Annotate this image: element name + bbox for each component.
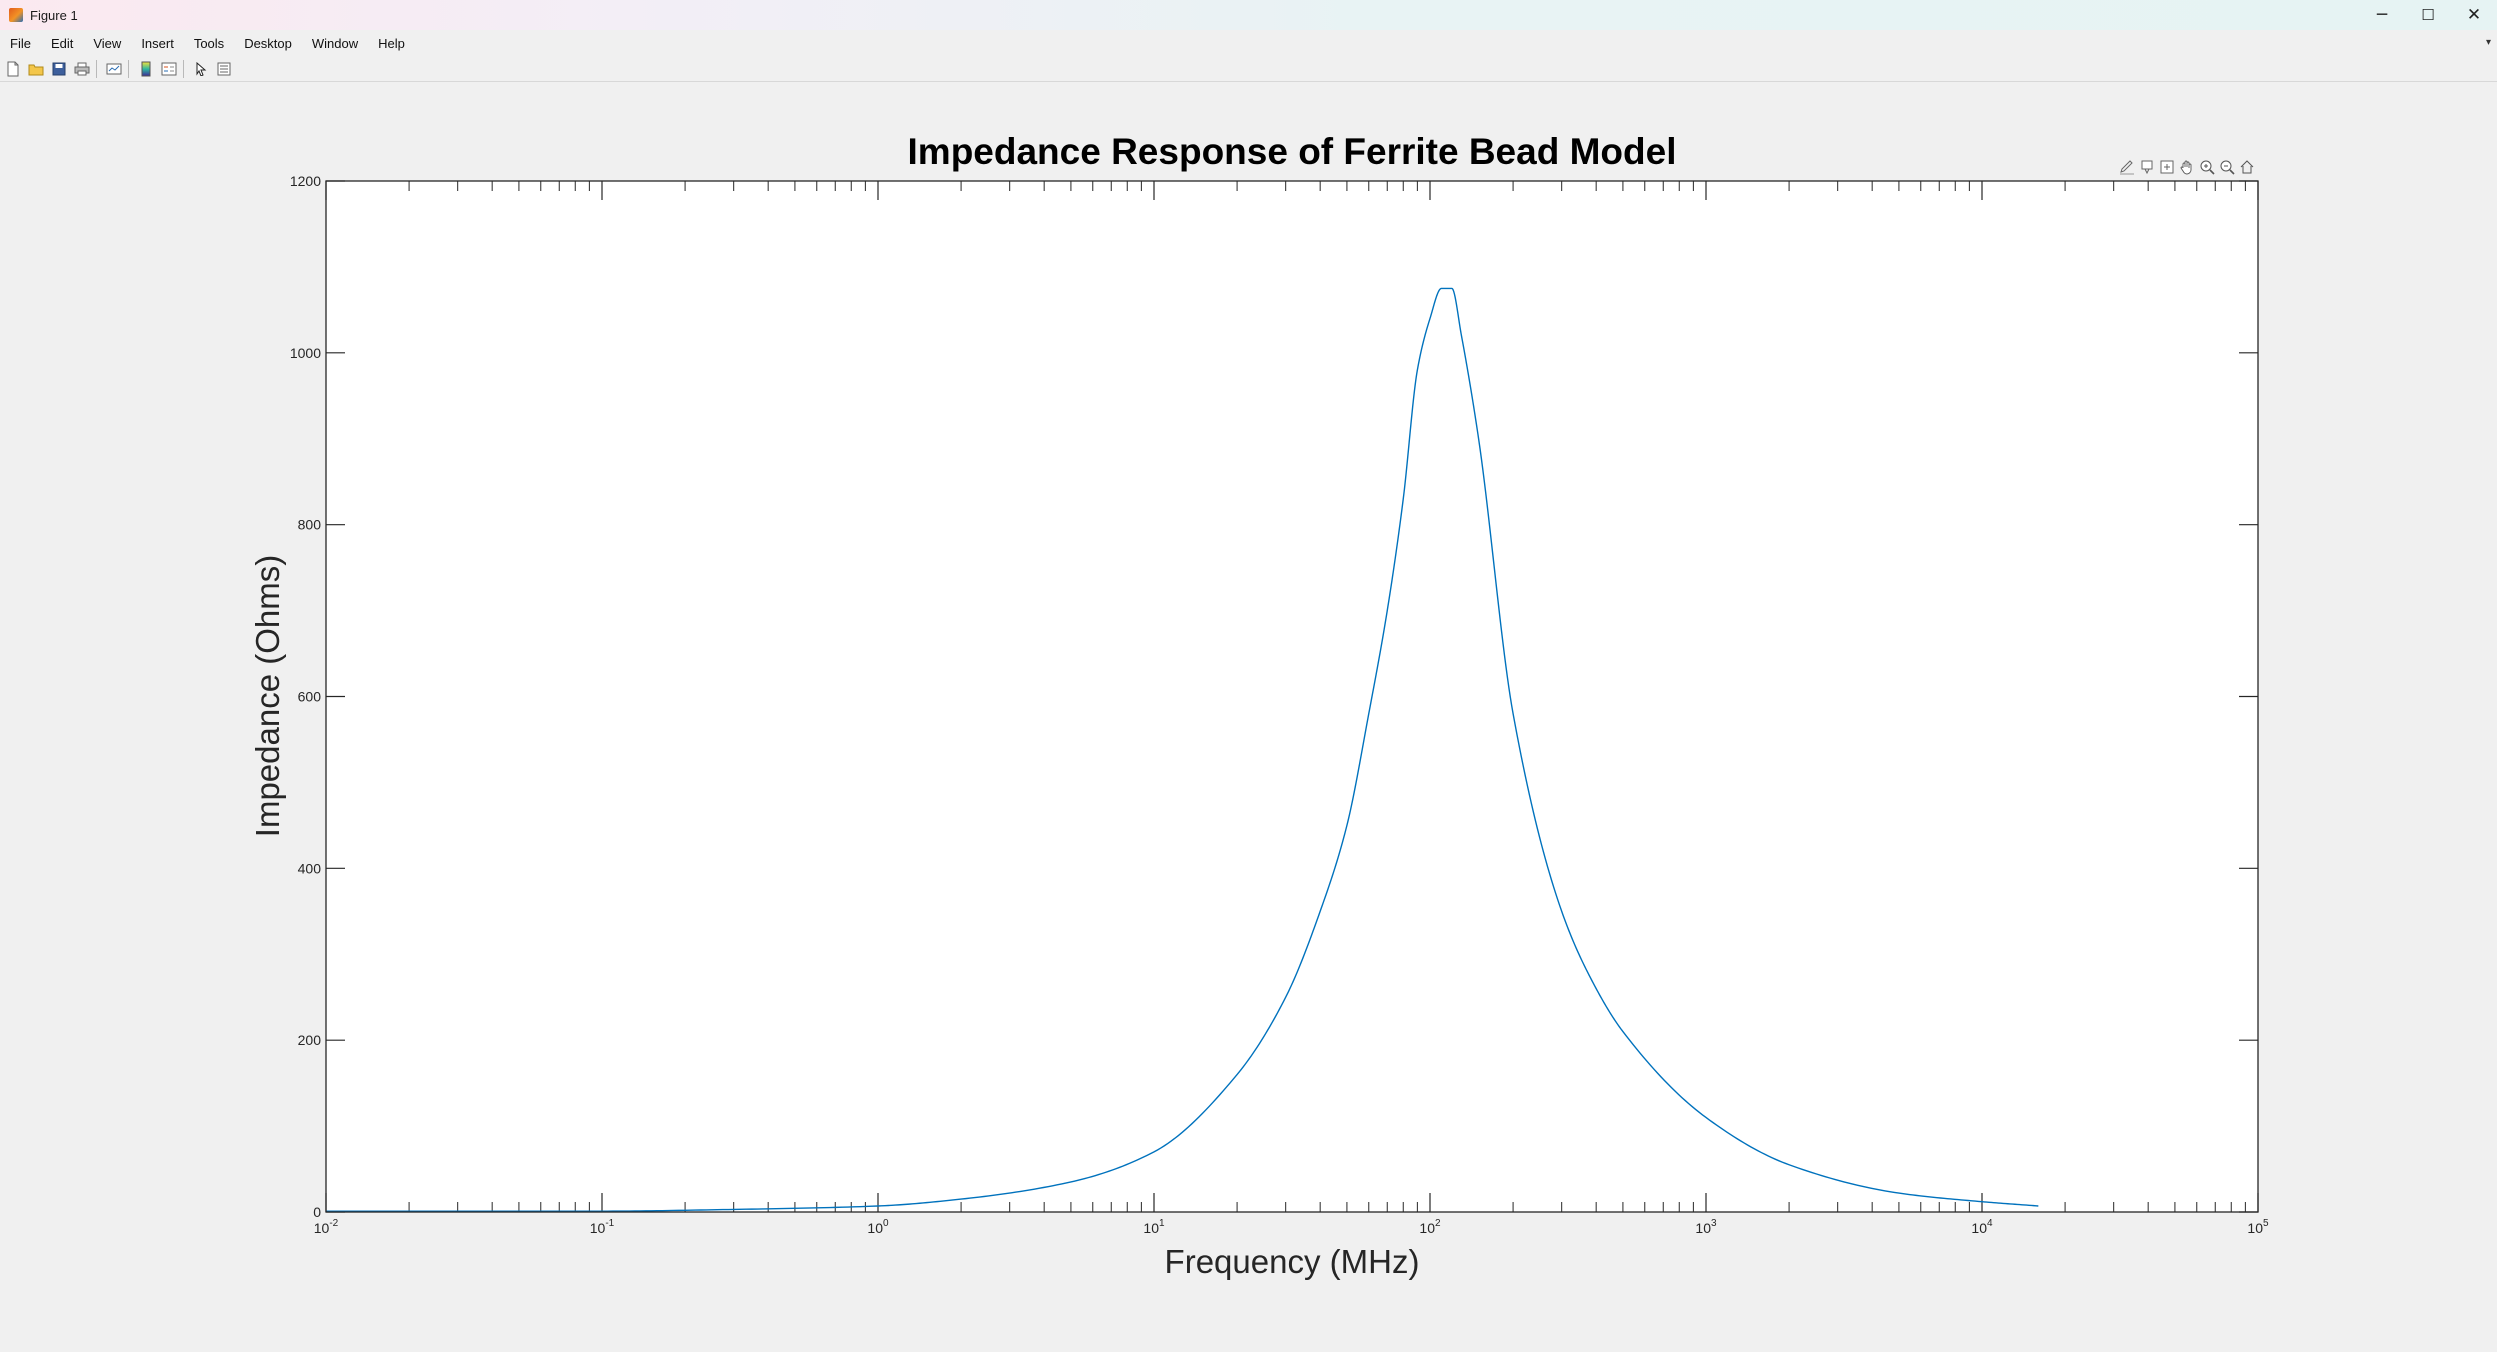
x-tick-base: 10 bbox=[2247, 1220, 2263, 1236]
x-tick-exponent: 5 bbox=[2263, 1218, 2269, 1229]
axes-toolbar bbox=[2118, 158, 2256, 176]
maximize-button[interactable]: ☐ bbox=[2421, 6, 2435, 24]
zoom-in-icon[interactable] bbox=[2198, 158, 2216, 176]
x-tick-exponent: 3 bbox=[1711, 1218, 1717, 1229]
menu-window[interactable]: Window bbox=[311, 36, 359, 51]
x-tick-label: 104 bbox=[1971, 1218, 1993, 1236]
x-tick-base: 10 bbox=[867, 1220, 883, 1236]
chart-title: Impedance Response of Ferrite Bead Model bbox=[908, 131, 1677, 172]
x-tick-label: 105 bbox=[2247, 1218, 2269, 1236]
menu-file[interactable]: File bbox=[10, 36, 31, 51]
x-tick-label: 101 bbox=[1143, 1218, 1165, 1236]
x-tick-exponent: 0 bbox=[883, 1218, 889, 1229]
x-tick-base: 10 bbox=[1419, 1220, 1435, 1236]
menu-tools[interactable]: Tools bbox=[193, 36, 225, 51]
figure-canvas: Impedance Response of Ferrite Bead Model… bbox=[0, 82, 2497, 1352]
y-tick-label: 1000 bbox=[290, 345, 321, 361]
x-tick-base: 10 bbox=[1971, 1220, 1987, 1236]
menu-desktop[interactable]: Desktop bbox=[244, 36, 292, 51]
export-icon[interactable] bbox=[2158, 158, 2176, 176]
new-figure-icon[interactable] bbox=[3, 59, 23, 79]
x-tick-exponent: -1 bbox=[605, 1218, 614, 1229]
y-axis-label: Impedance (Ohms) bbox=[249, 555, 286, 837]
series-layer bbox=[326, 287, 2039, 1212]
print-icon[interactable] bbox=[72, 59, 92, 79]
y-tick-label: 800 bbox=[298, 517, 322, 533]
property-inspector-icon[interactable] bbox=[214, 59, 234, 79]
y-tick-labels: 0 200 400 600 800 1000 1200 bbox=[290, 173, 321, 1220]
x-tick-label: 103 bbox=[1695, 1218, 1717, 1236]
pointer-icon[interactable] bbox=[191, 59, 211, 79]
window-titlebar: Figure 1 ─ ☐ ✕ bbox=[0, 0, 2497, 30]
x-tick-exponent: 1 bbox=[1159, 1218, 1165, 1229]
axes-frame bbox=[325, 180, 2259, 1213]
y-tick-label: 600 bbox=[298, 689, 322, 705]
y-tick-label: 0 bbox=[313, 1204, 321, 1220]
home-icon[interactable] bbox=[2238, 158, 2256, 176]
y-tick-label: 200 bbox=[298, 1032, 322, 1048]
y-tick-label: 1200 bbox=[290, 173, 321, 189]
toolbar-separator bbox=[183, 60, 184, 78]
menu-overflow-arrow[interactable]: ▾ bbox=[2485, 37, 2491, 48]
x-tick-label: 102 bbox=[1419, 1218, 1441, 1236]
window-title: Figure 1 bbox=[30, 7, 78, 23]
toolbar-separator bbox=[128, 60, 129, 78]
close-button[interactable]: ✕ bbox=[2466, 5, 2482, 25]
x-axis-label: Frequency (MHz) bbox=[1165, 1243, 1420, 1280]
brush-icon[interactable] bbox=[2118, 158, 2136, 176]
menu-edit[interactable]: Edit bbox=[50, 36, 74, 51]
menu-insert[interactable]: Insert bbox=[141, 36, 174, 51]
plot-svg: Impedance Response of Ferrite Bead Model… bbox=[249, 131, 2269, 1280]
figure-toolbar bbox=[0, 57, 2497, 82]
toolbar-separator bbox=[96, 60, 97, 78]
impedance-series-line bbox=[326, 287, 2039, 1212]
link-plot-icon[interactable] bbox=[104, 59, 124, 79]
menu-help[interactable]: Help bbox=[378, 36, 405, 51]
x-tick-base: 10 bbox=[314, 1220, 330, 1236]
minimize-button[interactable]: ─ bbox=[2376, 5, 2388, 25]
menu-view[interactable]: View bbox=[93, 36, 122, 51]
window-controls: ─ ☐ ✕ bbox=[2359, 0, 2497, 30]
x-tick-label: 100 bbox=[867, 1218, 889, 1236]
y-tick-label: 400 bbox=[298, 860, 322, 876]
open-file-icon[interactable] bbox=[26, 59, 46, 79]
axes-background[interactable] bbox=[326, 181, 2258, 1212]
x-tick-label: 10-1 bbox=[590, 1218, 615, 1236]
colorbar-icon[interactable] bbox=[136, 59, 156, 79]
x-tick-exponent: 4 bbox=[1987, 1218, 1993, 1229]
menu-bar: File Edit View Insert Tools Desktop Wind… bbox=[0, 30, 2497, 57]
save-icon[interactable] bbox=[49, 59, 69, 79]
matlab-icon bbox=[9, 8, 23, 22]
x-tick-base: 10 bbox=[590, 1220, 606, 1236]
x-tick-labels: 10-2 10-1 100 101 102 103 104 105 bbox=[314, 1218, 2269, 1236]
x-tick-exponent: 2 bbox=[1435, 1218, 1441, 1229]
x-tick-base: 10 bbox=[1143, 1220, 1159, 1236]
ticks-layer bbox=[325, 180, 2259, 1213]
zoom-out-icon[interactable] bbox=[2218, 158, 2236, 176]
data-tips-icon[interactable] bbox=[2138, 158, 2156, 176]
legend-icon[interactable] bbox=[159, 59, 179, 79]
x-tick-exponent: -2 bbox=[329, 1218, 338, 1229]
x-tick-label: 10-2 bbox=[314, 1218, 339, 1236]
x-tick-base: 10 bbox=[1695, 1220, 1711, 1236]
pan-icon[interactable] bbox=[2178, 158, 2196, 176]
